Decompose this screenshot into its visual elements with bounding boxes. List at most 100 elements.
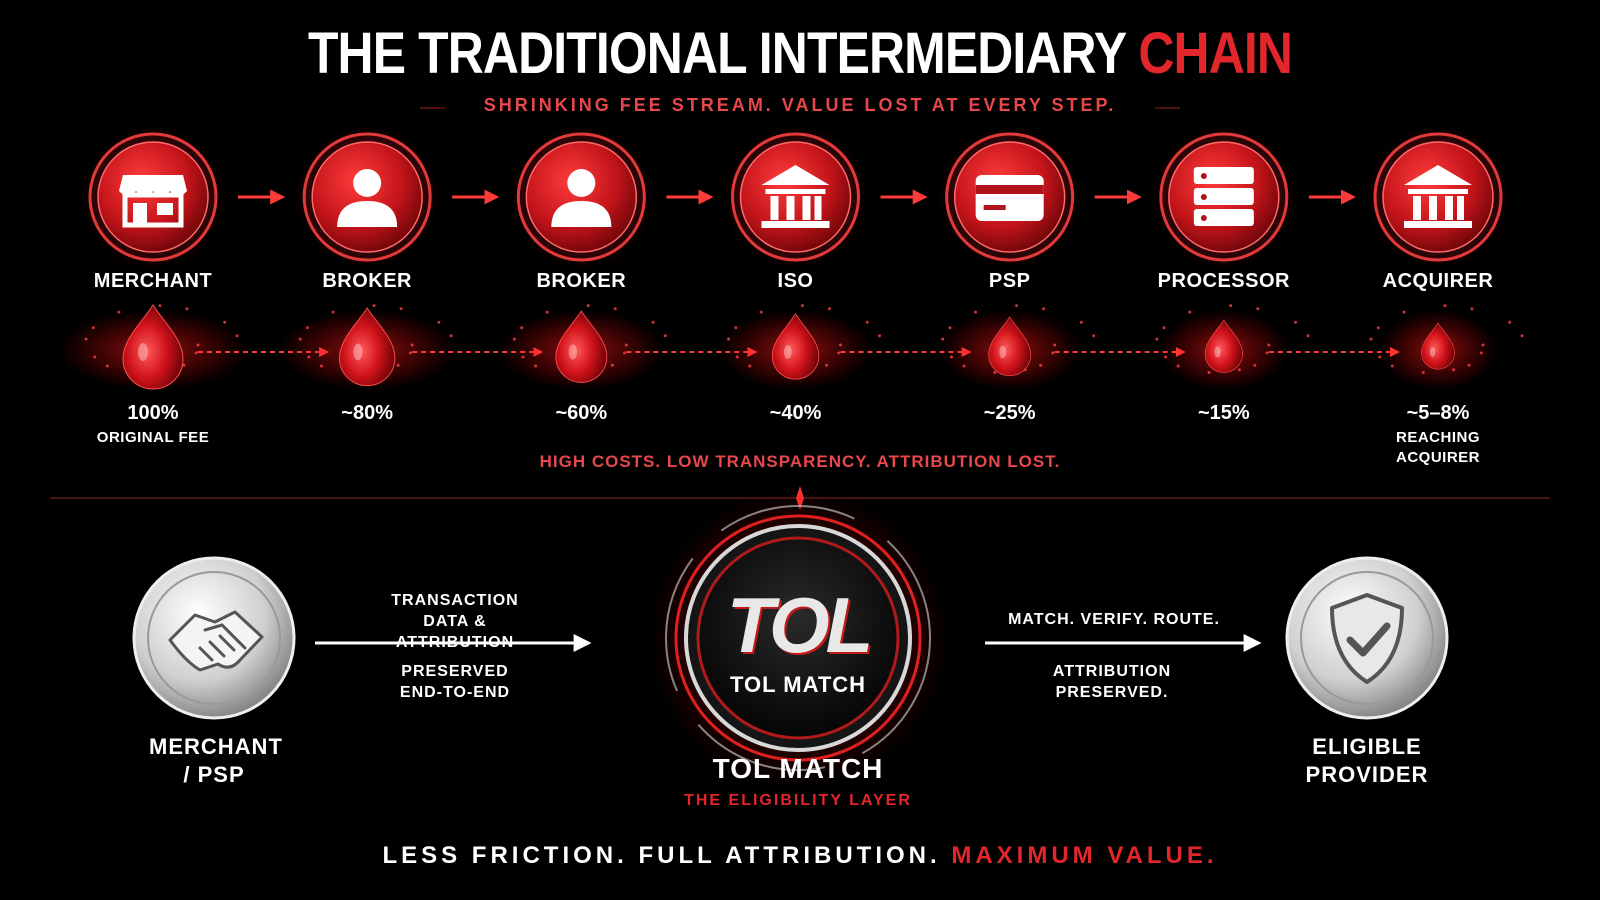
spark [1443,304,1447,308]
spark [399,307,403,311]
spark [182,363,186,367]
drop [1204,319,1243,373]
node-share: ~80% [341,402,394,424]
spark [993,371,997,375]
node-icon [337,169,398,227]
spark [1207,371,1211,375]
icon-part [1408,189,1468,194]
spark [1164,355,1168,359]
node-icon [1404,165,1472,228]
icon-part [975,185,1044,194]
node-note: REACHING ACQUIRER [1395,429,1480,466]
spark [827,307,831,311]
spark [223,320,227,324]
icon-part [1193,188,1254,205]
spark [196,343,200,347]
icon-part [975,175,1044,221]
icon-part [786,196,795,220]
spark [91,326,95,330]
spark [735,355,739,359]
icon-part [1200,215,1207,221]
spark [158,304,162,308]
spark [1452,368,1456,372]
spark [734,326,738,330]
source-label: MERCHANT / PSP [149,734,283,787]
spark [1306,334,1310,338]
title-accent: CHAIN [1138,21,1293,86]
spark [1229,304,1233,308]
spark [610,363,614,367]
spark [1467,363,1471,367]
spark [878,334,882,338]
icon-part [1200,194,1207,200]
source-icon [132,556,296,720]
spark [1470,307,1474,311]
node-share: ~25% [983,402,1036,424]
spark [1520,334,1524,338]
drop-shine [353,343,363,361]
spark [105,364,109,368]
icon-part [567,169,596,197]
drop [1421,322,1455,370]
spark [1162,326,1166,330]
node-label: ISO [777,270,814,292]
spark [194,351,198,355]
spark [1053,343,1057,347]
spark [545,310,549,314]
spark [520,326,524,330]
spark [521,355,525,359]
spark [651,320,655,324]
spark [1267,343,1271,347]
spark [331,310,335,314]
icon-part [765,189,826,194]
drop [122,304,184,390]
icon-part [1193,167,1254,184]
icon-part [133,203,147,225]
node-icon [1193,167,1254,226]
spark [949,355,953,359]
spark [1402,310,1406,314]
icon-part [337,201,398,227]
icon-part [761,165,830,185]
title-main: THE TRADITIONAL INTERMEDIARY [307,21,1126,86]
spark [1481,343,1485,347]
spark [372,304,376,308]
spark [800,304,804,308]
title: THE TRADITIONAL INTERMEDIARY CHAIN [307,20,1293,87]
node-share: ~5–8% [1406,402,1470,424]
icon-part [761,221,830,228]
spark [1369,337,1373,341]
spark [408,351,412,355]
node-icon [761,165,830,228]
icon-part [353,169,382,197]
spark [396,363,400,367]
icon-part [983,205,1006,210]
spark [1051,351,1055,355]
target-icon [1285,556,1449,720]
spark [1176,364,1180,368]
spark [837,351,841,355]
spark [185,307,189,311]
spark [727,337,731,341]
icon-part [1429,196,1437,220]
spark [235,334,239,338]
spark [305,326,309,330]
node-label: PSP [988,270,1031,292]
spark [1421,371,1425,375]
icon-part [1457,196,1464,220]
spark [1390,364,1394,368]
spark [307,355,311,359]
drop-shine [1214,346,1221,358]
target-label: ELIGIBLE PROVIDER [1305,734,1429,787]
spark [1092,334,1096,338]
spark [962,364,966,368]
node-label: BROKER [322,270,412,292]
drop-shine [138,343,148,361]
spark [1155,337,1159,341]
hub-title: TOL MATCH [712,753,884,784]
node-disc [739,141,852,253]
spark [623,351,627,355]
node-label: ACQUIRER [1382,270,1494,292]
